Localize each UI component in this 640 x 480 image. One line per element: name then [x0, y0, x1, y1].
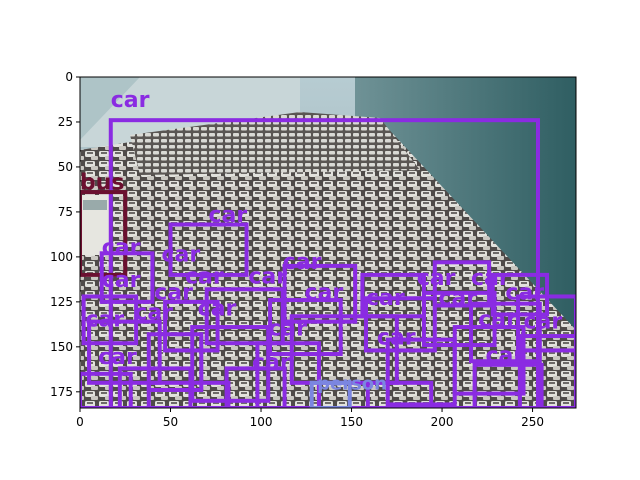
- detection-box-car: [364, 296, 437, 353]
- detection-label-car: car: [505, 280, 544, 305]
- y-tick-label: 100: [50, 250, 73, 264]
- detection-label-car: car: [283, 250, 322, 275]
- x-tick-label: 50: [163, 415, 178, 429]
- detection-label-car: car: [252, 351, 291, 376]
- detection-box-car: [117, 366, 193, 408]
- x-tick-label: 200: [431, 415, 454, 429]
- detection-box-car: [87, 319, 162, 385]
- detection-box-car: [421, 290, 497, 348]
- detection-label-car: car: [185, 264, 224, 289]
- detection-box-car: [146, 332, 204, 393]
- detection-label-car: car: [478, 307, 517, 332]
- detection-box-car: [432, 260, 492, 308]
- detection-label-car: car: [377, 325, 416, 350]
- detection-label-person: person: [317, 373, 387, 394]
- detection-label-car: car: [85, 307, 124, 332]
- x-tick-label: 250: [521, 415, 544, 429]
- x-tick-label: 100: [250, 415, 273, 429]
- detection-label-bus: bus: [80, 171, 125, 196]
- detection-box-car: [452, 325, 526, 396]
- axes-frame: [79, 76, 577, 409]
- detection-label-car: car: [248, 264, 287, 289]
- y-tick-label: 75: [58, 205, 73, 219]
- detection-label-car: car: [438, 286, 477, 311]
- detection-label-car: car: [366, 286, 405, 311]
- detection-box-car: [516, 294, 576, 353]
- detection-label-car: car: [268, 316, 307, 341]
- detection-label-car: car: [471, 266, 510, 291]
- detection-box-car: [224, 366, 287, 408]
- detection-label-car: car: [198, 297, 237, 322]
- y-tick-label: 150: [50, 340, 73, 354]
- y-tick-label: 25: [58, 115, 73, 129]
- detection-label-car: car: [102, 268, 141, 293]
- detection-label-car: car: [154, 280, 193, 305]
- detection-box-car: [255, 341, 321, 408]
- detection-box-car: [168, 222, 249, 277]
- detection-label-car: car: [485, 343, 524, 368]
- detection-box-car: [204, 287, 285, 346]
- detection-label-car: car: [134, 300, 173, 325]
- y-tick-label: 0: [65, 70, 73, 84]
- detection-box-car: [99, 251, 155, 304]
- y-tick-label: 175: [50, 385, 73, 399]
- y-tick-label: 50: [58, 160, 73, 174]
- detection-label-car: car: [524, 309, 563, 334]
- traffic-jam-photo: [80, 77, 576, 408]
- detection-label-car: car: [304, 280, 343, 305]
- detection-label-car: car: [417, 266, 456, 291]
- x-tick-label: 0: [76, 415, 84, 429]
- detection-box-car: [517, 334, 576, 408]
- y-axis: 0 25 50 75 100 125 150 175: [50, 70, 80, 399]
- detection-label-car: car: [111, 88, 150, 113]
- y-tick-label: 125: [50, 295, 73, 309]
- detection-label-car: car: [98, 345, 137, 370]
- detection-boxes: [80, 118, 576, 408]
- detection-box-car: [469, 301, 542, 364]
- detection-label-car: car: [102, 236, 141, 261]
- x-axis: 0 50 100 150 200 250: [76, 408, 544, 429]
- detection-label-car: car: [161, 243, 200, 268]
- detection-label-car: car: [209, 203, 248, 228]
- x-tick-label: 150: [340, 415, 363, 429]
